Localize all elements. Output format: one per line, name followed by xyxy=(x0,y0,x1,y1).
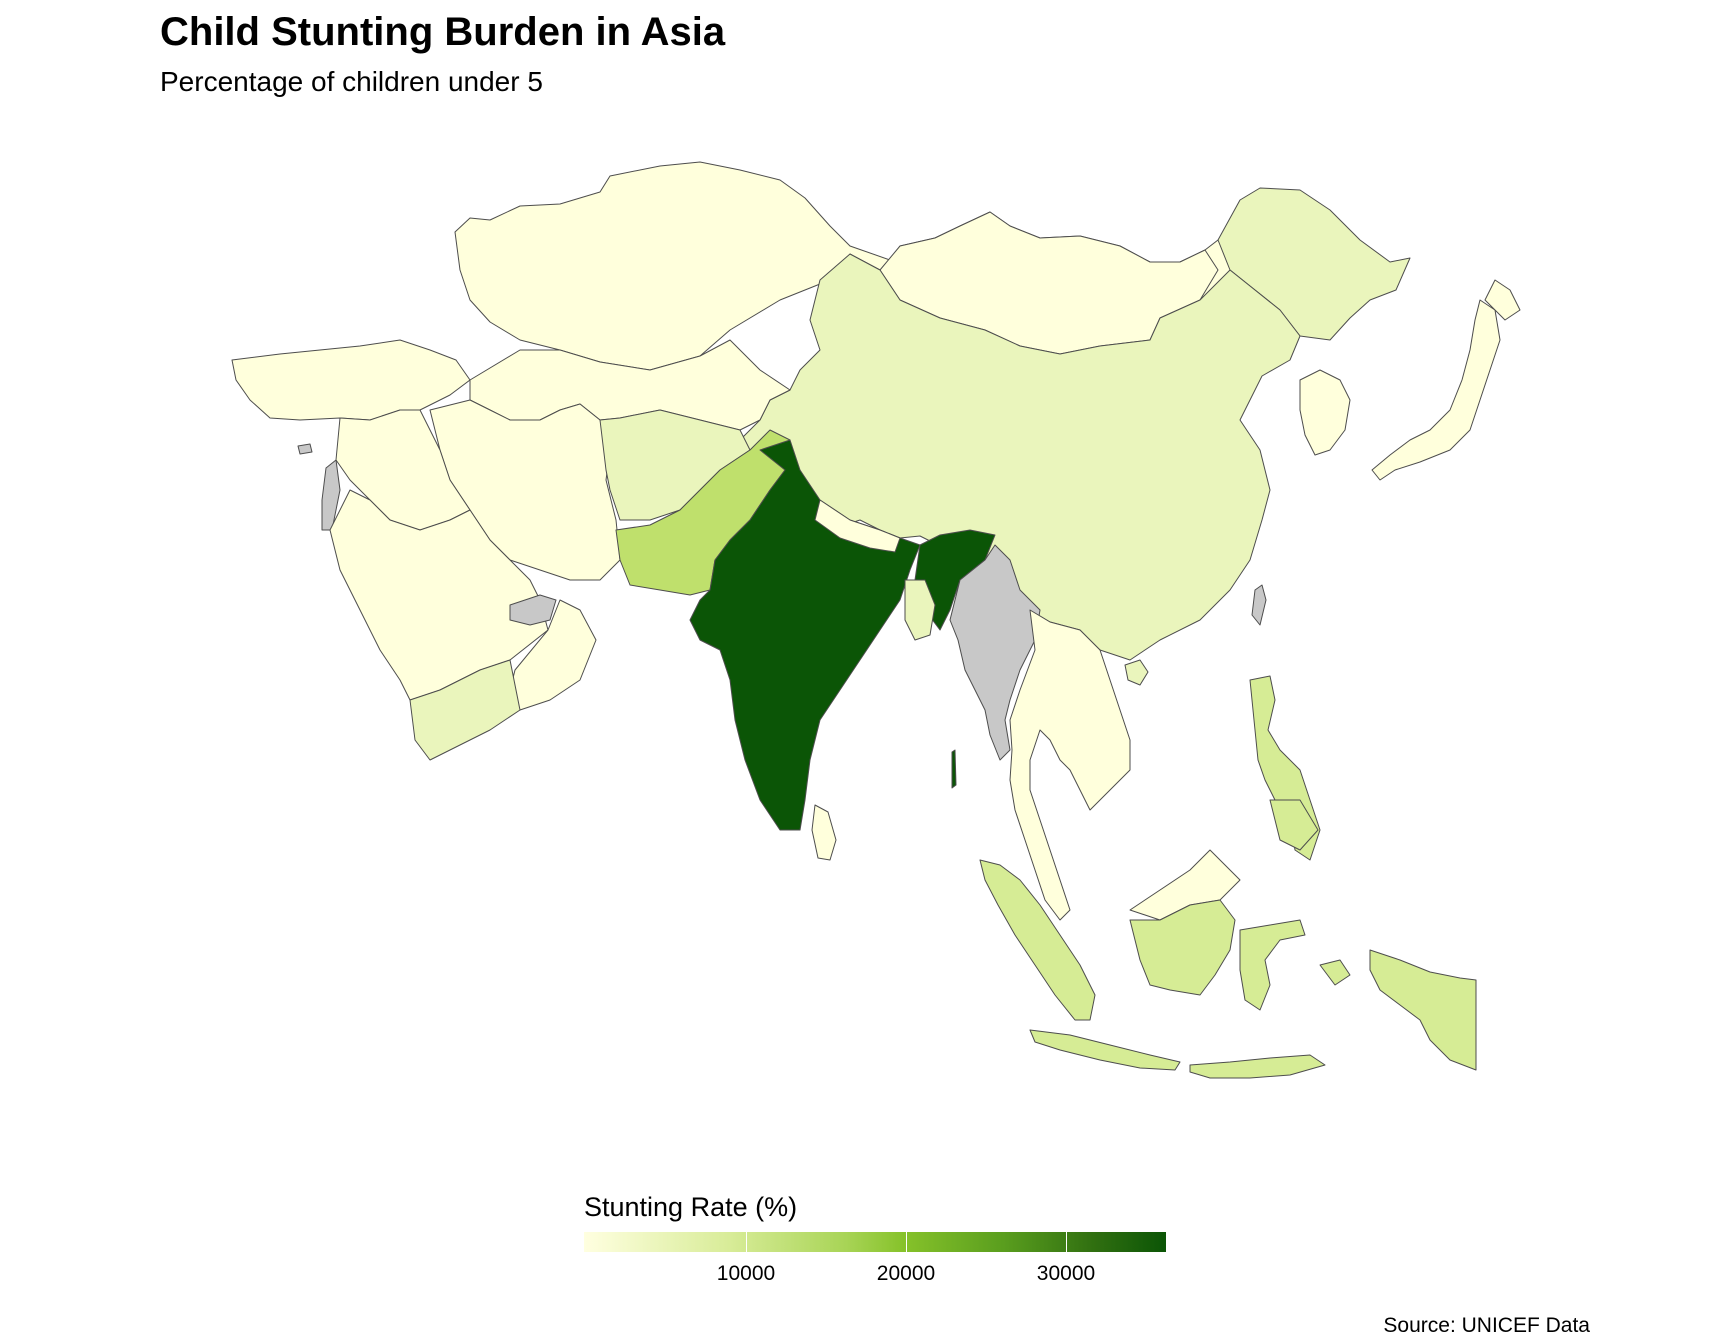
legend-tick-label: 30000 xyxy=(1036,1262,1096,1285)
region-turkey xyxy=(231,339,471,421)
region-lesser-sunda xyxy=(1189,1054,1326,1079)
region-cyprus xyxy=(297,443,313,455)
region-hokkaido xyxy=(1484,279,1521,321)
legend-title: Stunting Rate (%) xyxy=(584,1192,798,1222)
region-java xyxy=(1029,1029,1181,1071)
region-maluku xyxy=(1319,959,1351,986)
legend-tick-line xyxy=(1066,1232,1067,1252)
region-yemen xyxy=(409,659,521,761)
region-kalimantan xyxy=(1129,899,1236,996)
region-sulawesi xyxy=(1239,919,1306,1011)
source-caption: Source: UNICEF Data xyxy=(1383,1314,1590,1337)
legend-color-bar xyxy=(584,1232,1166,1252)
region-myanmar xyxy=(949,544,1041,761)
region-mindanao xyxy=(1269,799,1319,851)
region-nepal xyxy=(814,499,901,553)
region-hainan xyxy=(1124,659,1149,686)
region-taiwan xyxy=(1251,584,1267,626)
region-sri-lanka xyxy=(811,804,837,861)
legend-tick-label: 20000 xyxy=(876,1262,936,1285)
legend-tick-line xyxy=(906,1232,907,1252)
region-indochina xyxy=(1009,609,1131,921)
region-bangladesh xyxy=(904,579,936,641)
region-andaman xyxy=(951,749,957,789)
region-sumatra xyxy=(979,859,1096,1021)
choropleth-map xyxy=(231,161,1521,1079)
region-korea xyxy=(1299,369,1351,456)
region-japan xyxy=(1371,299,1501,481)
map-subtitle: Percentage of children under 5 xyxy=(160,66,543,97)
map-title: Child Stunting Burden in Asia xyxy=(160,10,726,54)
region-uae xyxy=(509,594,557,626)
legend-tick-label: 10000 xyxy=(716,1262,776,1285)
region-papua xyxy=(1369,949,1477,1071)
legend-tick-line xyxy=(746,1232,747,1252)
